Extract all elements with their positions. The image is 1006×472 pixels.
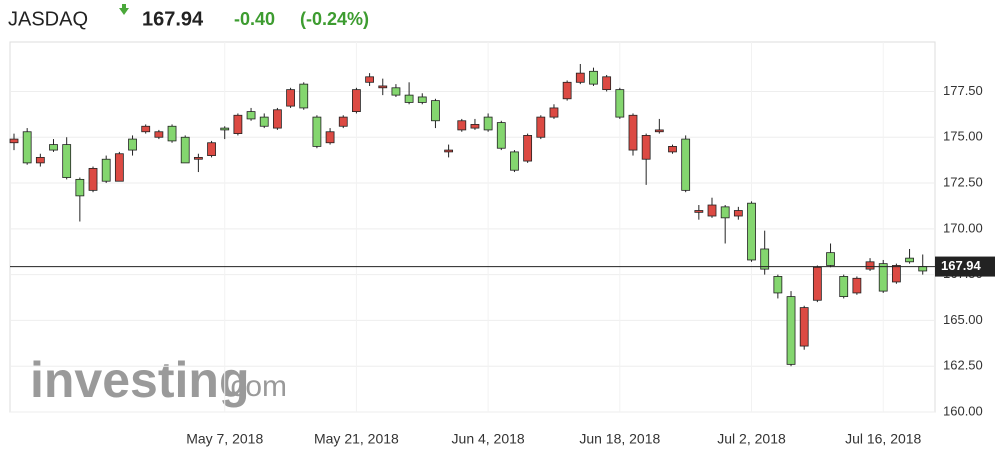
candle-body bbox=[444, 149, 454, 153]
candle-body bbox=[747, 202, 756, 261]
candle-body bbox=[773, 276, 783, 294]
change-percent: (-0.24%) bbox=[300, 9, 369, 29]
candle-body bbox=[101, 158, 111, 182]
candle-body bbox=[338, 116, 348, 127]
x-tick-label: Jul 16, 2018 bbox=[845, 431, 921, 447]
candle-body bbox=[365, 76, 374, 83]
candle-body bbox=[786, 296, 796, 365]
candle-body bbox=[852, 277, 862, 294]
y-tick-label: 177.50 bbox=[943, 83, 983, 98]
x-tick-label: Jul 2, 2018 bbox=[717, 431, 786, 447]
candle-body bbox=[562, 81, 572, 100]
price-tag-label: 167.94 bbox=[941, 258, 982, 273]
candle-body bbox=[88, 167, 98, 191]
watermark-brand: investing bbox=[30, 352, 249, 408]
candle-body bbox=[62, 144, 72, 178]
candle-body bbox=[760, 248, 770, 270]
candle-body bbox=[180, 136, 190, 164]
candle-body bbox=[246, 111, 256, 120]
candle-body bbox=[496, 122, 506, 149]
x-tick-label: May 7, 2018 bbox=[186, 431, 263, 447]
candle-body bbox=[457, 120, 467, 131]
candle-body bbox=[9, 138, 19, 144]
candle-body bbox=[35, 156, 45, 164]
candle-body bbox=[207, 142, 216, 156]
candle-body bbox=[628, 114, 638, 151]
watermark-suffix: .com bbox=[222, 370, 287, 403]
y-tick-label: 160.00 bbox=[943, 403, 983, 418]
symbol: JASDAQ bbox=[8, 8, 88, 30]
x-tick-label: May 21, 2018 bbox=[314, 431, 399, 447]
candle-body bbox=[220, 127, 230, 131]
candle-body bbox=[483, 116, 493, 131]
candle-body bbox=[839, 276, 849, 298]
down-arrow-icon bbox=[119, 4, 129, 15]
candle-body bbox=[167, 125, 177, 142]
candle-body bbox=[391, 87, 401, 96]
x-tick-label: Jun 4, 2018 bbox=[452, 431, 525, 447]
candle-body bbox=[312, 116, 322, 147]
candle-body bbox=[720, 206, 730, 219]
candle-body bbox=[905, 257, 914, 263]
candle-body bbox=[352, 89, 361, 113]
candle-body bbox=[589, 70, 598, 85]
candle-body bbox=[602, 76, 612, 91]
candle-body bbox=[259, 116, 269, 127]
price: 167.94 bbox=[142, 8, 204, 30]
candle-body bbox=[404, 94, 414, 103]
candle-body bbox=[75, 178, 85, 197]
candle-body bbox=[431, 100, 440, 122]
candle-body bbox=[114, 153, 124, 182]
candle-body bbox=[536, 116, 546, 138]
candle-body bbox=[299, 83, 309, 109]
candle-body bbox=[865, 261, 875, 270]
price-tag bbox=[935, 256, 995, 277]
candle-body bbox=[49, 144, 58, 151]
candle-body bbox=[878, 263, 888, 292]
candle-body bbox=[575, 72, 585, 83]
candle-body bbox=[812, 266, 822, 301]
candle-body bbox=[668, 146, 677, 153]
y-tick-label: 170.00 bbox=[943, 220, 983, 235]
candle-body bbox=[378, 85, 388, 89]
candle-body bbox=[325, 131, 335, 144]
candle-body bbox=[193, 156, 203, 160]
candle-body bbox=[707, 204, 717, 217]
candle-body bbox=[272, 109, 282, 129]
y-tick-label: 175.00 bbox=[943, 129, 983, 144]
candle-body bbox=[141, 125, 151, 133]
candle-body bbox=[510, 151, 519, 171]
candle-body bbox=[154, 131, 164, 138]
candle-body bbox=[733, 210, 743, 217]
candle-body bbox=[799, 307, 809, 347]
y-tick-label: 165.00 bbox=[943, 312, 983, 327]
candle-body bbox=[826, 252, 835, 266]
candle-body bbox=[891, 265, 901, 283]
candle-body bbox=[654, 129, 664, 133]
candle-body bbox=[417, 96, 427, 103]
y-tick-label: 162.50 bbox=[943, 358, 983, 373]
candle-body bbox=[523, 135, 533, 162]
candle-body bbox=[470, 124, 480, 129]
y-tick-label: 172.50 bbox=[943, 174, 983, 189]
candle-body bbox=[233, 114, 243, 134]
candle-body bbox=[918, 266, 928, 272]
change: -0.40 bbox=[234, 9, 275, 29]
candle-body bbox=[128, 138, 137, 151]
candle-body bbox=[694, 210, 704, 213]
candle-body bbox=[286, 89, 295, 107]
x-tick-label: Jun 18, 2018 bbox=[579, 431, 660, 447]
candle-body bbox=[22, 131, 32, 164]
candle-body bbox=[681, 138, 691, 191]
candle-body bbox=[641, 135, 651, 160]
candle-body bbox=[549, 107, 559, 118]
candle-body bbox=[615, 89, 625, 118]
